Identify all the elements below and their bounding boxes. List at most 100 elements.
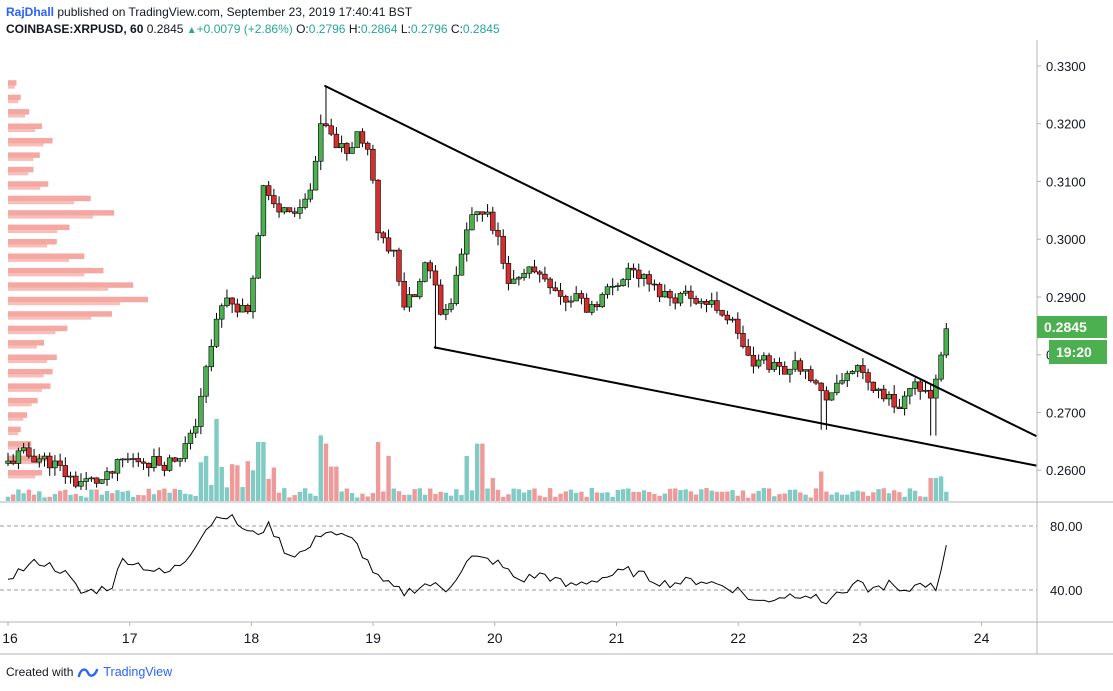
volume-bar	[422, 494, 428, 501]
volume-bar	[183, 493, 188, 501]
volume-bar	[855, 490, 860, 501]
candle-down	[552, 287, 559, 291]
volume-profile-bar	[8, 157, 34, 161]
time-tick-label: 21	[609, 630, 625, 646]
candle-up	[516, 277, 522, 280]
candle-down	[245, 305, 251, 313]
volume-bar	[94, 489, 99, 501]
candle-up	[609, 285, 616, 288]
author-name[interactable]: RajDhall	[6, 5, 55, 19]
volume-bar	[944, 491, 949, 501]
volume-bar	[266, 478, 271, 501]
candle-up	[802, 369, 809, 372]
volume-profile	[8, 80, 148, 479]
volume-bar	[678, 490, 683, 501]
candle-up	[682, 290, 689, 294]
volume-bar	[886, 493, 892, 501]
volume-bar	[396, 491, 402, 501]
volume-profile-bar	[8, 325, 68, 332]
candle-up	[521, 272, 527, 278]
volume-bar	[506, 494, 511, 501]
volume-bar	[26, 489, 32, 501]
volume-bar	[370, 493, 376, 501]
time-tick-label: 16	[2, 630, 18, 646]
candle-down	[672, 297, 678, 304]
volume-bar	[308, 493, 313, 501]
volume-bar	[480, 443, 485, 501]
time-tick-label: 22	[730, 630, 746, 646]
candle-up	[761, 355, 767, 361]
candle-down	[93, 477, 100, 484]
candle-down	[359, 131, 366, 144]
trendlines[interactable]	[323, 84, 1037, 467]
tradingview-brand[interactable]: TradingView	[103, 665, 173, 679]
candle-down	[234, 303, 241, 313]
candle-up	[239, 305, 246, 313]
candle-up	[828, 392, 835, 401]
price-tick-label: 0.2600	[1046, 463, 1086, 478]
candle-down	[31, 455, 37, 463]
axes	[0, 40, 1113, 655]
volume-bar	[662, 493, 668, 501]
candle-up	[526, 266, 532, 274]
volume-bar	[594, 492, 600, 501]
candle-down	[766, 355, 772, 370]
candle-up	[67, 475, 74, 478]
candle-down	[870, 381, 877, 391]
volume-bar	[141, 495, 146, 501]
change-value: +0.0079 (+2.86%)	[196, 22, 293, 36]
candle-down	[26, 447, 32, 457]
volume-bar	[657, 495, 662, 501]
candle-down	[818, 382, 824, 392]
volume-bar	[501, 496, 506, 501]
volume-bar	[474, 443, 480, 501]
candle-up	[5, 460, 11, 464]
volume-bar	[203, 455, 209, 501]
candle-down	[10, 460, 16, 464]
price-tick-label: 0.2700	[1046, 405, 1086, 420]
candle-down	[636, 269, 642, 279]
volume-bar	[693, 494, 699, 501]
volume-bar	[902, 496, 907, 501]
volume-bar	[845, 494, 850, 501]
volume-bar	[568, 489, 574, 501]
candle-up	[729, 318, 736, 321]
rsi-tick-label: 40.00	[1050, 583, 1083, 598]
volume-bar	[881, 488, 886, 501]
candle-up	[464, 229, 470, 255]
symbol-name[interactable]: COINBASE:XRPUSD, 60	[6, 22, 144, 36]
volume-bar	[511, 488, 516, 501]
volume-profile-bar	[8, 181, 49, 187]
candle-up	[260, 185, 267, 236]
volume-bar	[31, 494, 37, 501]
volume-profile-bar	[8, 100, 19, 104]
volume-bar	[923, 496, 928, 501]
candle-up	[448, 303, 454, 310]
volume-profile-bar	[8, 267, 104, 274]
volume-bar	[156, 490, 162, 501]
volume-profile-bar	[8, 152, 40, 158]
time-tick-label: 18	[244, 630, 260, 646]
volume-bar	[673, 488, 678, 501]
volume-bar	[834, 492, 840, 501]
volume-bar	[334, 466, 339, 501]
volume-profile-bar	[8, 475, 36, 479]
volume-profile-bar	[8, 446, 27, 450]
time-tick-label: 19	[365, 630, 381, 646]
volume-bar	[688, 491, 694, 501]
time-axis-labels: 16 17 18 19 20 21 22 23 24	[2, 622, 990, 646]
volume-bar	[297, 491, 303, 501]
candle-up	[662, 291, 668, 298]
trendline-lower	[433, 346, 1037, 467]
candle-up	[312, 160, 319, 191]
candle-up	[104, 471, 110, 480]
candle-down	[583, 297, 590, 313]
volume-bar	[167, 492, 172, 501]
candle-down	[380, 232, 387, 239]
candle-up	[307, 189, 314, 200]
candle-down	[881, 388, 887, 400]
volume-bar	[261, 441, 266, 501]
candle-down	[344, 143, 350, 154]
candle-up	[854, 365, 861, 372]
